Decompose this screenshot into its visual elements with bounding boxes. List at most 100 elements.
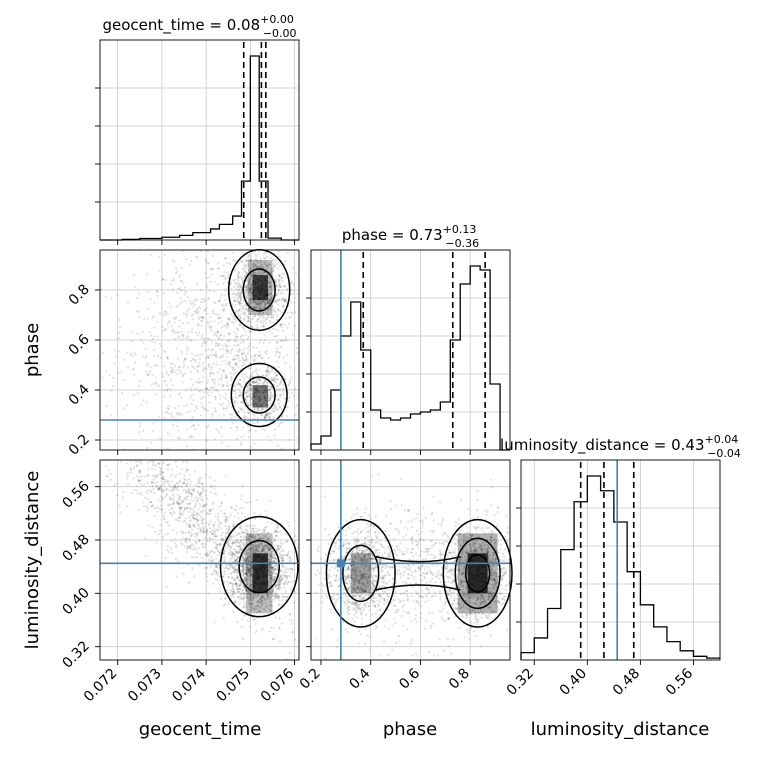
sample-point [249, 399, 252, 402]
sample-point [197, 492, 200, 495]
sample-point [254, 263, 257, 266]
sample-point [224, 257, 227, 260]
sample-point [225, 302, 228, 305]
sample-point [217, 322, 220, 325]
sample-point [235, 437, 239, 441]
sample-point [214, 410, 217, 413]
sample-point [257, 303, 260, 306]
sample-point [219, 542, 222, 545]
sample-point [260, 308, 263, 311]
sample-point [286, 287, 289, 290]
sample-point [218, 377, 221, 381]
sample-point [279, 323, 282, 327]
sample-point [184, 358, 187, 361]
sample-point [244, 399, 248, 402]
sample-point [286, 406, 289, 409]
sample-point [173, 337, 176, 341]
sample-point [246, 404, 249, 407]
sample-point [278, 531, 281, 534]
sample-point [246, 289, 249, 292]
sample-point [282, 284, 285, 288]
sample-point [233, 362, 236, 365]
sample-point [296, 546, 299, 549]
sample-point [288, 438, 291, 441]
sample-point [164, 379, 167, 383]
sample-point [220, 441, 223, 444]
sample-point [139, 471, 142, 474]
sample-point [247, 264, 250, 267]
sample-point [191, 318, 194, 321]
sample-point [234, 601, 237, 604]
sample-point [259, 256, 262, 259]
sample-point [258, 308, 262, 311]
sample-point [144, 496, 147, 499]
sample-point [282, 393, 285, 396]
sample-point [242, 530, 245, 534]
sample-point [225, 517, 228, 520]
sample-point [178, 331, 181, 334]
panel-title-luminosity_distance: luminosity_distance = 0.43+0.04 −0.04 [500, 433, 741, 460]
sample-point [221, 338, 224, 341]
sample-point [237, 286, 240, 289]
sample-point [163, 253, 166, 257]
sample-point [198, 502, 201, 505]
sample-point [222, 348, 225, 351]
sample-point [231, 367, 234, 370]
sample-point [197, 389, 200, 392]
sample-point [181, 413, 184, 416]
sample-point [252, 315, 255, 318]
sample-point [249, 294, 252, 297]
sample-point [105, 404, 108, 407]
sample-point [240, 364, 243, 367]
sample-point [263, 416, 267, 419]
sample-point [219, 316, 222, 319]
sample-point [187, 503, 190, 506]
sample-point [267, 356, 270, 359]
sample-point [248, 349, 251, 352]
sample-point [197, 513, 201, 517]
sample-point [181, 500, 184, 503]
sample-point [217, 383, 221, 386]
sample-point [171, 288, 174, 291]
sample-point [156, 481, 159, 484]
sample-point [162, 375, 165, 379]
sample-point [268, 630, 271, 633]
sample-point [247, 287, 250, 290]
sample-point [191, 556, 194, 559]
sample-point [270, 521, 273, 524]
sample-point [151, 485, 154, 488]
sample-point [277, 425, 280, 428]
sample-point [213, 479, 216, 482]
sample-point [275, 351, 278, 354]
sample-point [233, 530, 236, 533]
sample-point [139, 462, 143, 465]
sample-point [253, 370, 256, 373]
sample-point [254, 253, 257, 256]
sample-point [275, 374, 278, 377]
sample-point [198, 361, 201, 364]
sample-point [263, 302, 266, 305]
sample-point [246, 352, 249, 355]
sample-point [205, 307, 208, 310]
sample-point [180, 350, 183, 353]
sample-point [262, 427, 265, 431]
sample-point [202, 300, 205, 303]
sample-point [248, 307, 251, 310]
sample-point [153, 364, 156, 367]
sample-point [253, 442, 256, 445]
sample-point [206, 355, 209, 358]
sample-point [263, 306, 266, 309]
sample-point [272, 566, 275, 569]
sample-point [234, 508, 238, 511]
sample-point [139, 493, 143, 496]
sample-point [279, 556, 283, 560]
sample-point [239, 314, 242, 317]
sample-point [227, 528, 230, 531]
sample-point [271, 332, 274, 335]
sample-point [234, 338, 237, 341]
sample-point [146, 510, 149, 513]
sample-point [269, 499, 272, 502]
sample-point [195, 512, 198, 515]
sample-point [206, 337, 209, 340]
sample-point [232, 524, 235, 527]
